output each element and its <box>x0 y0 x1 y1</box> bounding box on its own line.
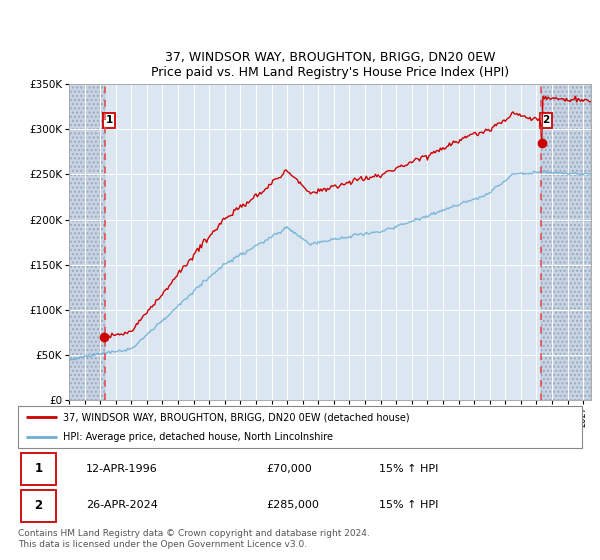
Text: HPI: Average price, detached house, North Lincolnshire: HPI: Average price, detached house, Nort… <box>63 432 333 442</box>
Text: 37, WINDSOR WAY, BROUGHTON, BRIGG, DN20 0EW (detached house): 37, WINDSOR WAY, BROUGHTON, BRIGG, DN20 … <box>63 412 410 422</box>
Text: £70,000: £70,000 <box>266 464 312 474</box>
Text: 15% ↑ HPI: 15% ↑ HPI <box>379 464 439 474</box>
Text: £285,000: £285,000 <box>266 501 319 510</box>
Text: 12-APR-1996: 12-APR-1996 <box>86 464 157 474</box>
Text: Contains HM Land Registry data © Crown copyright and database right 2024.
This d: Contains HM Land Registry data © Crown c… <box>18 529 370 549</box>
Text: 2: 2 <box>34 499 43 512</box>
Text: 1: 1 <box>106 115 113 125</box>
Bar <box>69 84 104 400</box>
Text: 15% ↑ HPI: 15% ↑ HPI <box>379 501 439 510</box>
Text: 1: 1 <box>34 463 43 475</box>
Text: 2: 2 <box>542 115 550 125</box>
Text: 26-APR-2024: 26-APR-2024 <box>86 501 158 510</box>
FancyBboxPatch shape <box>21 454 56 486</box>
FancyBboxPatch shape <box>18 406 582 448</box>
Title: 37, WINDSOR WAY, BROUGHTON, BRIGG, DN20 0EW
Price paid vs. HM Land Registry's Ho: 37, WINDSOR WAY, BROUGHTON, BRIGG, DN20 … <box>151 50 509 78</box>
FancyBboxPatch shape <box>21 490 56 522</box>
Bar <box>541 84 591 400</box>
